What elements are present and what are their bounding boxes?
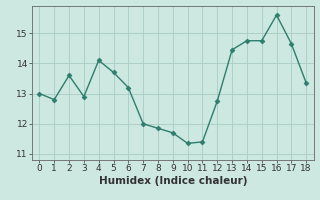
X-axis label: Humidex (Indice chaleur): Humidex (Indice chaleur) xyxy=(99,176,247,186)
